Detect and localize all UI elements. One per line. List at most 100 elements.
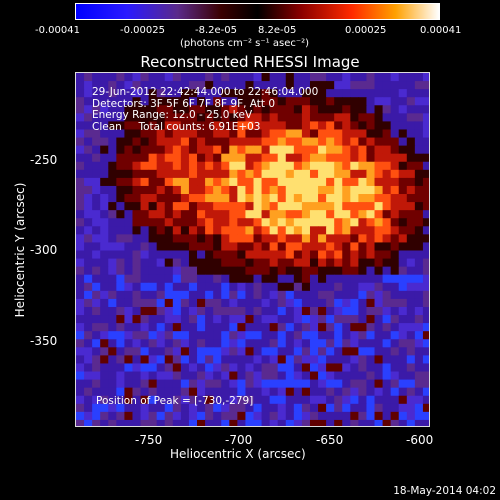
heatmap-cell bbox=[253, 274, 263, 284]
heatmap-cell bbox=[180, 371, 190, 381]
heatmap-cell bbox=[285, 161, 295, 171]
heatmap-cell bbox=[398, 169, 408, 179]
heatmap-cell bbox=[164, 121, 174, 130]
heatmap-cell bbox=[188, 411, 198, 421]
heatmap-cell bbox=[92, 169, 101, 179]
heatmap-cell bbox=[221, 315, 230, 324]
heatmap-cell bbox=[390, 121, 400, 130]
heatmap-cell bbox=[229, 226, 238, 235]
heatmap-cell bbox=[132, 419, 142, 426]
heatmap-cell bbox=[213, 298, 222, 308]
heatmap-cell bbox=[245, 194, 254, 203]
heatmap-cell bbox=[253, 306, 263, 316]
heatmap-cell bbox=[221, 169, 230, 179]
heatmap-cell bbox=[334, 194, 343, 203]
x-tick-label: -650 bbox=[316, 433, 344, 447]
heatmap-cell bbox=[374, 290, 384, 300]
heatmap-cell bbox=[213, 73, 222, 82]
heatmap-cell bbox=[269, 242, 279, 251]
heatmap-cell bbox=[318, 169, 327, 179]
heatmap-cell bbox=[108, 331, 117, 340]
heatmap-cell bbox=[334, 242, 343, 251]
heatmap-cell bbox=[188, 105, 198, 114]
heatmap-cell bbox=[318, 185, 327, 195]
heatmap-cell bbox=[366, 395, 376, 405]
heatmap-cell bbox=[140, 121, 150, 130]
heatmap-cell bbox=[406, 218, 416, 227]
heatmap-cell bbox=[124, 89, 133, 98]
heatmap-cell bbox=[422, 177, 429, 187]
heatmap-cell bbox=[213, 226, 222, 235]
heatmap-cell bbox=[76, 81, 85, 90]
y-tick-label: -350 bbox=[30, 334, 58, 348]
heatmap-cell bbox=[180, 395, 190, 405]
heatmap-cell bbox=[84, 129, 93, 139]
heatmap-cell bbox=[108, 202, 117, 211]
heatmap-cell bbox=[164, 218, 174, 227]
heatmap-cell bbox=[205, 194, 214, 203]
heatmap-cell bbox=[406, 379, 416, 389]
heatmap-cell bbox=[342, 306, 351, 316]
heatmap-cell bbox=[205, 323, 214, 332]
heatmap-cell bbox=[205, 202, 214, 211]
heatmap-cell bbox=[148, 113, 158, 122]
heatmap-cell bbox=[156, 169, 166, 179]
heatmap-cell bbox=[301, 298, 311, 308]
heatmap-cell bbox=[318, 323, 327, 332]
heatmap-cell bbox=[237, 282, 246, 292]
heatmap-cell bbox=[100, 290, 109, 300]
heatmap-cell bbox=[180, 331, 190, 340]
heatmap-cell bbox=[237, 315, 246, 324]
heatmap-cell bbox=[366, 298, 376, 308]
heatmap-cell bbox=[76, 395, 85, 405]
heatmap-cell bbox=[237, 331, 246, 340]
heatmap-cell bbox=[422, 371, 429, 381]
heatmap-cell bbox=[374, 339, 384, 348]
heatmap-cell bbox=[76, 355, 85, 364]
heatmap-cell bbox=[366, 323, 376, 332]
heatmap-cell bbox=[132, 290, 142, 300]
heatmap-cell bbox=[188, 153, 198, 163]
heatmap-cell bbox=[76, 250, 85, 260]
heatmap-cell bbox=[180, 347, 190, 356]
heatmap-cell bbox=[382, 194, 392, 203]
heatmap-cell bbox=[414, 121, 424, 130]
heatmap-cell bbox=[229, 355, 238, 364]
colorbar-tick: 0.00025 bbox=[345, 25, 387, 36]
heatmap-cell bbox=[124, 306, 133, 316]
heatmap-cell bbox=[293, 403, 303, 413]
heatmap-cell bbox=[229, 298, 238, 308]
heatmap-cell bbox=[390, 81, 400, 90]
heatmap-cell bbox=[180, 137, 190, 147]
heatmap-cell bbox=[148, 97, 158, 106]
heatmap-cell bbox=[374, 403, 384, 413]
heatmap-cell bbox=[285, 169, 295, 179]
heatmap-cell bbox=[205, 218, 214, 227]
heatmap-cell bbox=[285, 258, 295, 268]
heatmap-cell bbox=[309, 387, 319, 397]
heatmap-cell bbox=[124, 105, 133, 114]
heatmap-cell bbox=[116, 202, 125, 211]
heatmap-cell bbox=[301, 371, 311, 381]
heatmap-cell bbox=[172, 97, 182, 106]
heatmap-cell bbox=[374, 81, 384, 90]
heatmap-cell bbox=[132, 363, 142, 373]
heatmap-cell bbox=[124, 185, 133, 195]
heatmap-cell bbox=[358, 129, 367, 139]
heatmap-cell bbox=[382, 250, 392, 260]
heatmap-cell bbox=[398, 266, 408, 276]
heatmap-cell bbox=[156, 145, 166, 155]
heatmap-cell bbox=[277, 194, 287, 203]
heatmap-cell bbox=[156, 355, 166, 364]
heatmap-cell bbox=[164, 89, 174, 98]
heatmap-cell bbox=[213, 185, 222, 195]
heatmap-cell bbox=[213, 379, 222, 389]
heatmap-cell bbox=[414, 218, 424, 227]
heatmap-cell bbox=[124, 194, 133, 203]
heatmap-cell bbox=[100, 347, 109, 356]
heatmap-cell bbox=[366, 194, 376, 203]
heatmap-cell bbox=[285, 97, 295, 106]
heatmap-cell bbox=[140, 419, 150, 426]
heatmap-cell bbox=[188, 395, 198, 405]
heatmap-cell bbox=[285, 121, 295, 130]
